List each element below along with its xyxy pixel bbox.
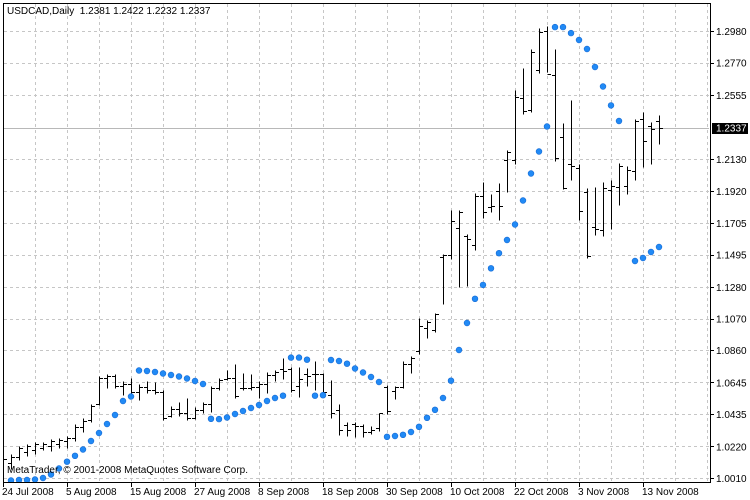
svg-text:1.2770: 1.2770 bbox=[716, 59, 747, 70]
svg-text:1.0435: 1.0435 bbox=[716, 410, 747, 421]
svg-text:8 Sep 2008: 8 Sep 2008 bbox=[258, 487, 310, 498]
svg-text:USDCAD,Daily 1.2381 1.2422 1.: USDCAD,Daily 1.2381 1.2422 1.2232 1.2337 bbox=[7, 6, 211, 17]
svg-text:3 Nov 2008: 3 Nov 2008 bbox=[578, 487, 630, 498]
svg-text:1.2130: 1.2130 bbox=[716, 155, 747, 166]
svg-text:1.2555: 1.2555 bbox=[716, 91, 747, 102]
svg-text:24 Jul 2008: 24 Jul 2008 bbox=[2, 487, 54, 498]
svg-text:27 Aug 2008: 27 Aug 2008 bbox=[194, 487, 251, 498]
svg-text:10 Oct 2008: 10 Oct 2008 bbox=[450, 487, 505, 498]
svg-text:1.0860: 1.0860 bbox=[716, 346, 747, 357]
svg-text:1.0220: 1.0220 bbox=[716, 442, 747, 453]
svg-text:15 Aug 2008: 15 Aug 2008 bbox=[130, 487, 187, 498]
svg-text:13 Nov 2008: 13 Nov 2008 bbox=[642, 487, 699, 498]
svg-text:1.2980: 1.2980 bbox=[716, 27, 747, 38]
svg-text:18 Sep 2008: 18 Sep 2008 bbox=[322, 487, 379, 498]
svg-text:5 Aug 2008: 5 Aug 2008 bbox=[66, 487, 117, 498]
svg-text:1.2337: 1.2337 bbox=[716, 124, 747, 135]
svg-text:1.0645: 1.0645 bbox=[716, 378, 747, 389]
svg-text:1.1705: 1.1705 bbox=[716, 219, 747, 230]
svg-text:30 Sep 2008: 30 Sep 2008 bbox=[386, 487, 443, 498]
svg-text:1.0010: 1.0010 bbox=[716, 474, 747, 485]
svg-text:MetaTrader, © 2001-2008 MetaQu: MetaTrader, © 2001-2008 MetaQuotes Softw… bbox=[7, 465, 248, 476]
svg-text:1.1070: 1.1070 bbox=[716, 315, 747, 326]
svg-text:1.1280: 1.1280 bbox=[716, 283, 747, 294]
svg-text:22 Oct 2008: 22 Oct 2008 bbox=[514, 487, 569, 498]
svg-text:1.1920: 1.1920 bbox=[716, 187, 747, 198]
svg-text:1.1495: 1.1495 bbox=[716, 251, 747, 262]
